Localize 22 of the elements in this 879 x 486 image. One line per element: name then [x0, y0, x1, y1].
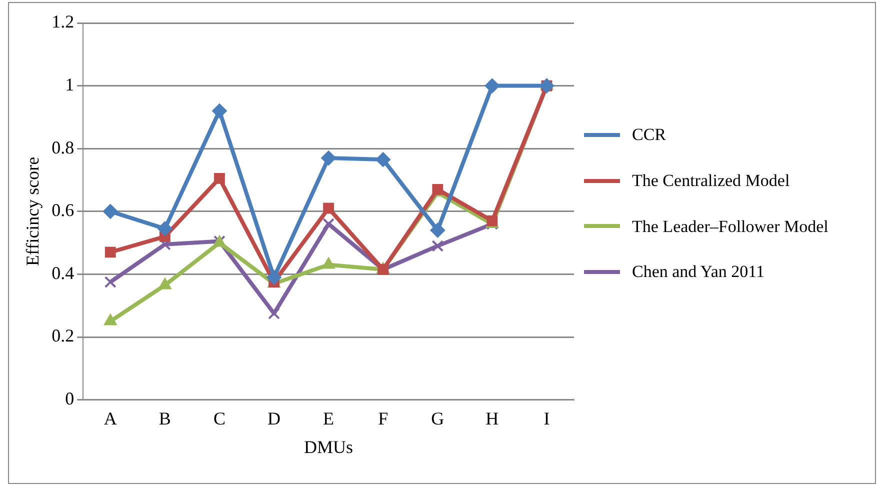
x-axis-title: DMUs — [304, 436, 354, 457]
y-tick-label: 0.4 — [52, 262, 74, 283]
x-tick-label: D — [268, 408, 281, 428]
x-tick-label: B — [158, 408, 171, 428]
x-tick-label: A — [104, 408, 117, 428]
legend-label: The Centralized Model — [632, 170, 791, 192]
x-tick-label: F — [378, 408, 388, 428]
x-tick-label: E — [323, 408, 334, 428]
y-axis-title: Efficincy score — [22, 156, 43, 266]
x-tick-label: C — [213, 408, 226, 428]
y-tick-label: 1 — [65, 74, 74, 95]
x-tick-label: G — [431, 408, 444, 428]
y-tick-label: 0 — [65, 388, 74, 409]
x-tick-label: H — [486, 408, 499, 428]
y-tick-label: 0.2 — [52, 326, 74, 346]
y-tick-label: 0.6 — [52, 200, 74, 220]
legend-label: Chen and Yan 2011 — [632, 261, 766, 284]
y-tick-label: 1.2 — [52, 12, 74, 32]
legend-label: CCR — [632, 124, 668, 146]
legend-label: The Leader–Follower Model — [632, 216, 830, 238]
y-tick-label: 0.8 — [52, 137, 74, 158]
x-tick-label: I — [544, 408, 550, 428]
